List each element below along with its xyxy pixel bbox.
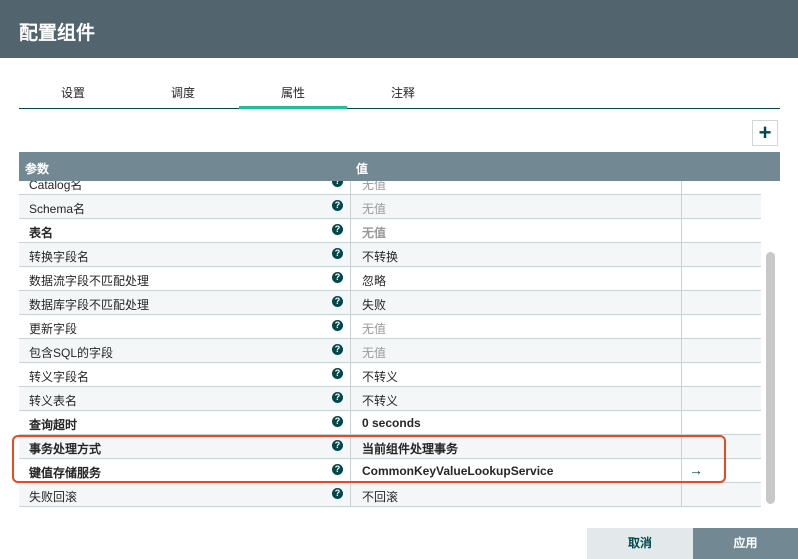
table-row[interactable]: 键值存储服务 ? CommonKeyValueLookupService →	[19, 459, 761, 483]
table-row[interactable]: 更新字段 ? 无值	[19, 315, 761, 339]
go-to-service-arrow-icon[interactable]: →	[689, 462, 703, 478]
help-icon[interactable]: ?	[332, 368, 343, 379]
property-name: 包含SQL的字段	[29, 346, 114, 360]
help-icon[interactable]: ?	[332, 248, 343, 259]
property-name: 失败回滚	[29, 490, 78, 504]
property-name: 转义字段名	[29, 370, 90, 384]
help-icon[interactable]: ?	[332, 488, 343, 499]
property-value[interactable]: 失败	[350, 291, 682, 315]
property-value[interactable]: 无值	[350, 339, 682, 363]
tab-settings[interactable]: 设置	[60, 86, 85, 100]
property-value[interactable]: 不转换	[350, 243, 682, 267]
property-value[interactable]: 忽略	[350, 267, 682, 291]
table-row[interactable]: Schema名 ? 无值	[19, 195, 761, 219]
property-value[interactable]: 无值	[350, 219, 682, 243]
apply-button[interactable]: 应用	[693, 528, 798, 559]
help-icon[interactable]: ?	[332, 224, 343, 235]
property-name: 更新字段	[29, 322, 78, 336]
tab-schedule[interactable]: 调度	[170, 86, 195, 100]
table-row[interactable]: 转义表名 ? 不转义	[19, 387, 761, 411]
table-row[interactable]: 查询超时 ? 0 seconds	[19, 411, 761, 435]
property-name: Catalog名	[29, 178, 83, 192]
property-name: 转换字段名	[29, 250, 90, 264]
property-value[interactable]: CommonKeyValueLookupService	[350, 459, 682, 483]
property-value[interactable]: 当前组件处理事务	[350, 435, 682, 459]
table-row[interactable]: 数据流字段不匹配处理 ? 忽略	[19, 267, 761, 291]
property-name: 查询超时	[29, 418, 78, 432]
help-icon[interactable]: ?	[332, 392, 343, 403]
cancel-button[interactable]: 取消	[587, 528, 693, 559]
table-row[interactable]: 表名 ? 无值	[19, 219, 761, 243]
property-value[interactable]: 不转义	[350, 363, 682, 387]
tab-bar: 设置 调度 属性 注释	[19, 75, 780, 109]
help-icon[interactable]: ?	[332, 200, 343, 211]
property-value[interactable]: 无值	[350, 195, 682, 219]
help-icon[interactable]: ?	[332, 272, 343, 283]
table-row[interactable]: 转换字段名 ? 不转换	[19, 243, 761, 267]
property-name: 键值存储服务	[29, 466, 102, 480]
property-value[interactable]: 0 seconds	[350, 411, 682, 435]
help-icon[interactable]: ?	[332, 320, 343, 331]
table-row[interactable]: 失败回滚 ? 不回滚	[19, 483, 761, 507]
property-name: Schema名	[29, 202, 86, 216]
property-value[interactable]: 不回滚	[350, 483, 682, 507]
tab-comments[interactable]: 注释	[390, 86, 415, 100]
tab-properties[interactable]: 属性	[239, 84, 347, 109]
property-name: 数据流字段不匹配处理	[29, 274, 150, 288]
properties-table: 参数 值 Catalog名 ? 无值 Schema名 ? 无值 表名 ? 无值 转换字…	[19, 152, 780, 508]
header-param: 参数	[25, 162, 50, 176]
property-name: 事务处理方式	[29, 442, 102, 456]
scrollbar[interactable]	[766, 252, 775, 504]
property-value[interactable]: 无值	[350, 171, 682, 195]
help-icon[interactable]: ?	[332, 296, 343, 307]
property-name: 转义表名	[29, 394, 78, 408]
property-value[interactable]: 不转义	[350, 387, 682, 411]
help-icon[interactable]: ?	[332, 440, 343, 451]
help-icon[interactable]: ?	[332, 464, 343, 475]
table-row[interactable]: 包含SQL的字段 ? 无值	[19, 339, 761, 363]
table-row[interactable]: Catalog名 ? 无值	[19, 171, 761, 195]
property-name: 表名	[29, 226, 54, 240]
table-body[interactable]: Catalog名 ? 无值 Schema名 ? 无值 表名 ? 无值 转换字段名 ? …	[19, 171, 761, 507]
table-row[interactable]: 事务处理方式 ? 当前组件处理事务	[19, 435, 761, 459]
property-name: 数据库字段不匹配处理	[29, 298, 150, 312]
add-property-button[interactable]: +	[752, 120, 778, 146]
help-icon[interactable]: ?	[332, 344, 343, 355]
dialog-title: 配置组件	[0, 0, 798, 58]
help-icon[interactable]: ?	[332, 176, 343, 187]
help-icon[interactable]: ?	[332, 416, 343, 427]
table-row[interactable]: 数据库字段不匹配处理 ? 失败	[19, 291, 761, 315]
table-header: 参数 值	[19, 152, 780, 181]
header-value: 值	[356, 162, 369, 176]
table-row[interactable]: 转义字段名 ? 不转义	[19, 363, 761, 387]
property-value[interactable]: 无值	[350, 315, 682, 339]
